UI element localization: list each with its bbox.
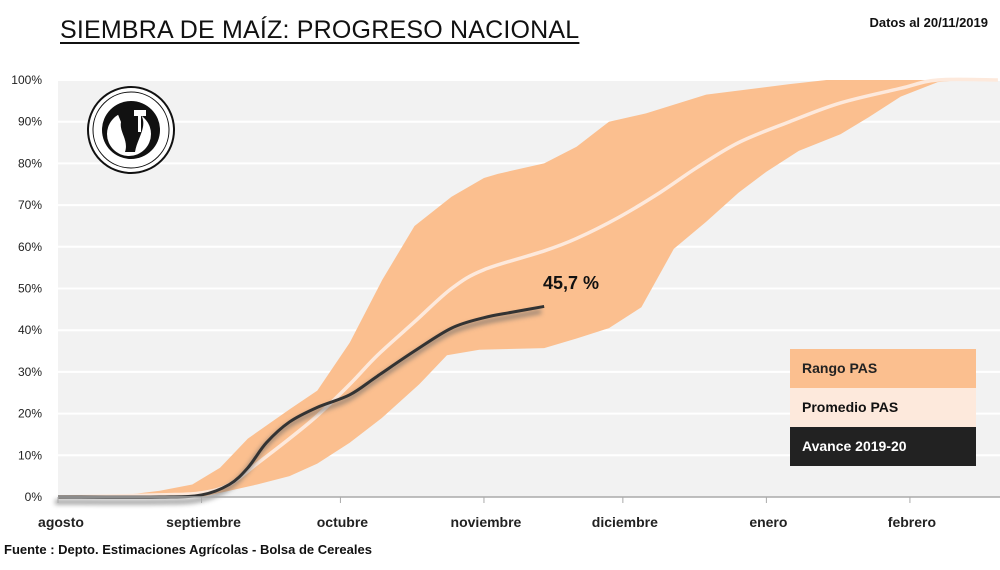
y-tick-label: 0% [25,490,43,504]
data-date: Datos al 20/11/2019 [869,15,988,30]
y-tick-label: 80% [18,156,42,170]
x-tick-label: enero [749,514,787,530]
x-tick-label: septiembre [166,514,241,530]
y-tick-label: 60% [18,240,42,254]
y-tick-label: 40% [18,323,42,337]
y-tick-label: 70% [18,198,42,212]
current-value-label: 45,7 % [543,273,599,293]
y-tick-label: 20% [18,407,42,421]
x-tick-label: febrero [888,514,936,530]
logo-seal [87,86,175,174]
y-tick-label: 90% [18,115,42,129]
x-tick-label: agosto [38,514,84,530]
legend-item-actual: Avance 2019-20 [790,427,976,466]
range-band [58,80,998,497]
legend-item-mean: Promedio PAS [790,388,976,427]
actual-line [57,304,545,499]
y-tick-label: 50% [18,282,42,296]
y-tick-label: 30% [18,365,42,379]
actual-line-shadow [54,308,542,505]
y-tick-label: 100% [11,73,42,87]
source-note: Fuente : Depto. Estimaciones Agrícolas -… [4,542,372,557]
x-tick-label: noviembre [451,514,522,530]
legend-item-range: Rango PAS [790,349,976,388]
legend: Rango PAS Promedio PAS Avance 2019-20 [790,349,976,466]
x-tick-label: diciembre [592,514,658,530]
x-tick-label: octubre [317,514,369,530]
y-tick-label: 10% [18,448,42,462]
chart-svg: 0% 10% 20% 30% 40% 50% 60% 70% 80% 90% 100% agosto s… [11,73,1000,530]
chart-title: SIEMBRA DE MAÍZ: PROGRESO NACIONAL [60,16,580,44]
